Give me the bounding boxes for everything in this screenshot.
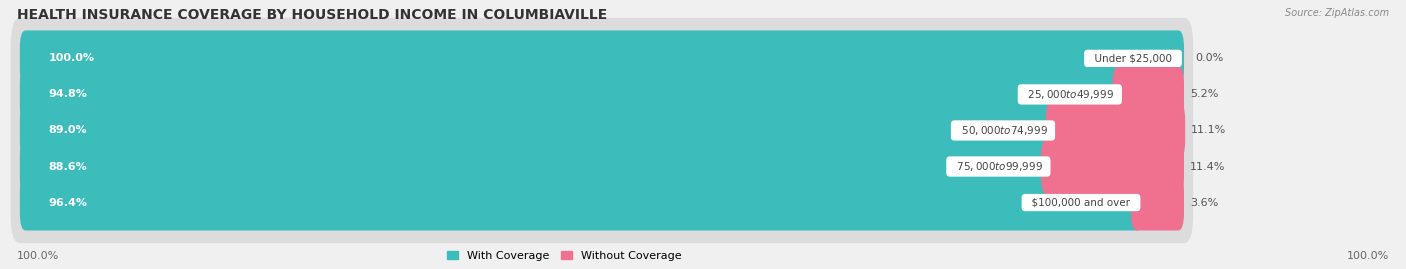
FancyBboxPatch shape: [20, 139, 1053, 194]
FancyBboxPatch shape: [20, 175, 1143, 231]
Text: HEALTH INSURANCE COVERAGE BY HOUSEHOLD INCOME IN COLUMBIAVILLE: HEALTH INSURANCE COVERAGE BY HOUSEHOLD I…: [17, 8, 607, 22]
Text: 88.6%: 88.6%: [49, 161, 87, 172]
FancyBboxPatch shape: [1112, 66, 1184, 122]
FancyBboxPatch shape: [11, 18, 1194, 99]
Text: 96.4%: 96.4%: [49, 197, 87, 208]
Text: Source: ZipAtlas.com: Source: ZipAtlas.com: [1285, 8, 1389, 18]
FancyBboxPatch shape: [1046, 102, 1185, 158]
FancyBboxPatch shape: [11, 126, 1194, 207]
Text: 94.8%: 94.8%: [49, 89, 87, 100]
FancyBboxPatch shape: [1040, 139, 1184, 194]
Text: 11.1%: 11.1%: [1191, 125, 1226, 136]
FancyBboxPatch shape: [11, 90, 1194, 171]
Text: 5.2%: 5.2%: [1189, 89, 1218, 100]
FancyBboxPatch shape: [20, 30, 1184, 86]
Text: 100.0%: 100.0%: [17, 251, 59, 261]
Text: 11.4%: 11.4%: [1189, 161, 1225, 172]
Text: Under $25,000: Under $25,000: [1088, 53, 1178, 63]
FancyBboxPatch shape: [11, 162, 1194, 243]
FancyBboxPatch shape: [20, 102, 1057, 158]
Legend: With Coverage, Without Coverage: With Coverage, Without Coverage: [443, 246, 686, 266]
FancyBboxPatch shape: [20, 66, 1123, 122]
Text: 3.6%: 3.6%: [1189, 197, 1218, 208]
FancyBboxPatch shape: [11, 54, 1194, 135]
Text: 100.0%: 100.0%: [1347, 251, 1389, 261]
FancyBboxPatch shape: [1130, 175, 1184, 231]
Text: $75,000 to $99,999: $75,000 to $99,999: [950, 160, 1047, 173]
Text: $100,000 and over: $100,000 and over: [1025, 197, 1137, 208]
Text: $25,000 to $49,999: $25,000 to $49,999: [1021, 88, 1118, 101]
Text: 0.0%: 0.0%: [1195, 53, 1223, 63]
Text: $50,000 to $74,999: $50,000 to $74,999: [955, 124, 1052, 137]
Text: 100.0%: 100.0%: [49, 53, 94, 63]
Text: 89.0%: 89.0%: [49, 125, 87, 136]
